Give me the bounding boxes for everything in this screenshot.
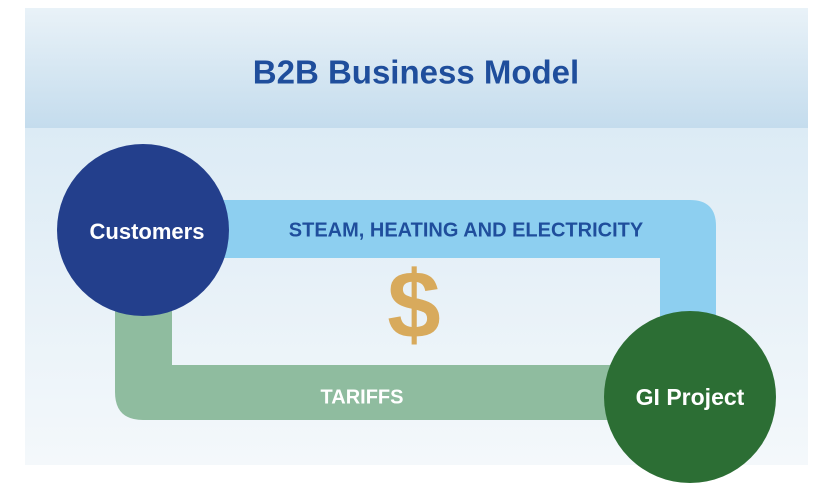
title: B2B Business Model <box>253 54 579 91</box>
gi-project-node <box>604 311 776 483</box>
tariffs-band <box>115 300 640 420</box>
service-label: STEAM, HEATING AND ELECTRICITY <box>289 219 644 241</box>
tariffs-label: TARIFFS <box>321 386 404 408</box>
panel-header <box>25 8 808 128</box>
gi-project-label: GI Project <box>636 384 745 410</box>
customers-node <box>57 144 229 316</box>
service-band <box>143 200 716 330</box>
dollar-symbol: $ <box>387 251 440 358</box>
customers-label: Customers <box>90 219 205 244</box>
